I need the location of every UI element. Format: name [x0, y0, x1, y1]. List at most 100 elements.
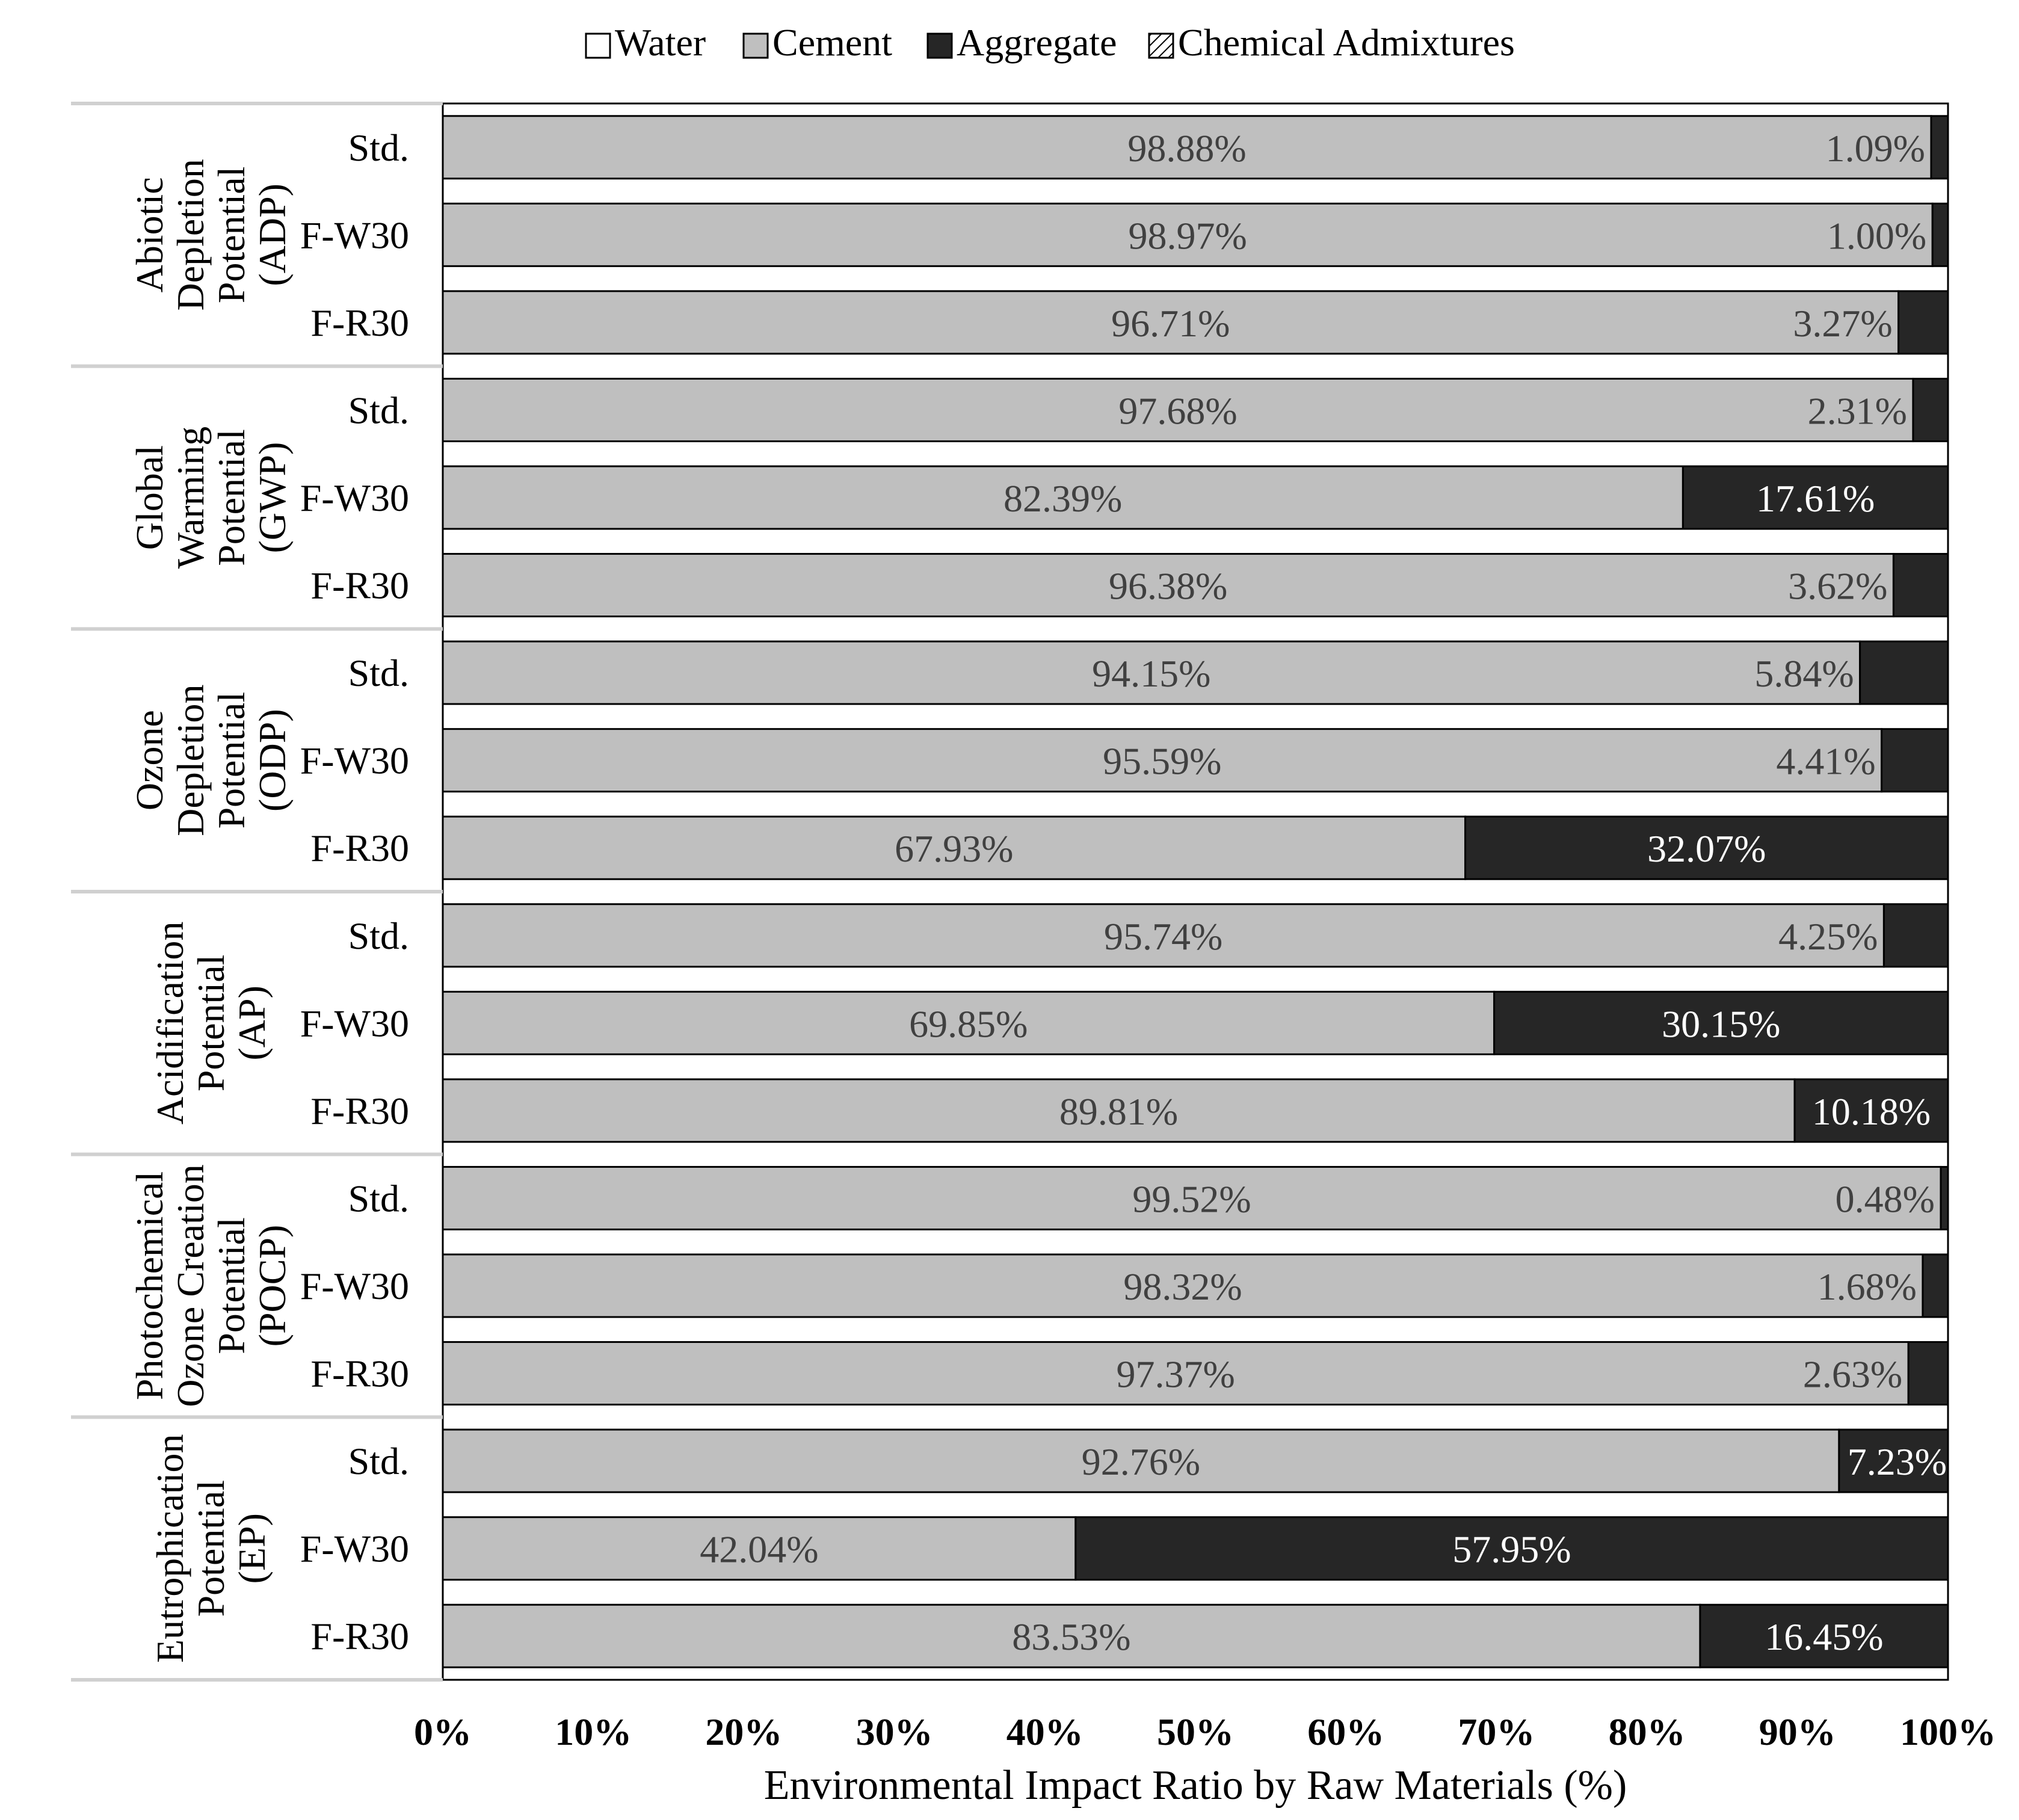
bar-aggregate — [1907, 1341, 1949, 1406]
group-label-line: (EP) — [230, 1513, 273, 1584]
group-label: PhotochemicalOzone CreationPotential(POC… — [128, 1164, 294, 1407]
group-label-line: Warming — [169, 427, 212, 569]
bar-cement — [442, 1428, 1840, 1493]
data-label-aggregate: 2.31% — [1808, 389, 1907, 432]
row-label: Std. — [348, 1440, 409, 1482]
x-tick-label: 0% — [414, 1710, 472, 1753]
legend-label: Chemical Admixtures — [1178, 21, 1515, 64]
row-label: F-R30 — [310, 827, 409, 869]
bar-aggregate — [1930, 115, 1949, 180]
x-tick-label: 10% — [555, 1710, 632, 1753]
row-label: F-W30 — [300, 214, 409, 256]
row-label: F-W30 — [300, 1002, 409, 1044]
group-label: AcidificationPotential(AP) — [149, 922, 273, 1125]
data-label-cement: 98.32% — [1123, 1265, 1242, 1308]
group-label-line: (AP) — [230, 986, 273, 1060]
data-label-aggregate: 57.95% — [1452, 1528, 1571, 1571]
data-label-aggregate: 17.61% — [1756, 477, 1875, 520]
row-label: F-W30 — [300, 1265, 409, 1307]
group-label-line: Abiotic — [128, 177, 171, 292]
row-label: F-R30 — [310, 1353, 409, 1395]
group-label-line: (GWP) — [251, 442, 294, 554]
data-label-cement: 92.76% — [1082, 1440, 1200, 1483]
bar-cement — [442, 202, 1934, 267]
bar-aggregate — [1793, 1078, 1949, 1143]
group-label-line: Potential — [190, 955, 232, 1092]
legend-swatch-cement — [742, 32, 769, 59]
group-label-line: Depletion — [169, 159, 212, 310]
legend-swatch-water — [585, 32, 611, 59]
row-label: F-R30 — [310, 564, 409, 607]
data-label-cement: 97.37% — [1116, 1353, 1235, 1396]
group-label-line: (ADP) — [251, 184, 294, 286]
bar-aggregate — [1922, 1253, 1949, 1318]
x-tick-label: 70% — [1458, 1710, 1535, 1753]
data-label-aggregate: 10.18% — [1812, 1090, 1931, 1133]
data-label-aggregate: 0.48% — [1836, 1177, 1935, 1220]
data-label-cement: 82.39% — [1003, 477, 1122, 520]
bar-aggregate — [1859, 640, 1949, 705]
data-label-aggregate: 7.23% — [1848, 1440, 1947, 1483]
bar-aggregate — [1881, 728, 1949, 793]
data-label-aggregate: 1.00% — [1827, 214, 1926, 257]
group-label: EutrophicationPotential(EP) — [149, 1434, 273, 1662]
data-label-aggregate: 4.25% — [1778, 915, 1878, 958]
data-label-cement: 83.53% — [1012, 1615, 1130, 1658]
group-label-line: (ODP) — [251, 709, 294, 812]
row-label: Std. — [348, 389, 409, 431]
bar-cement — [442, 815, 1467, 880]
x-axis-title: Environmental Impact Ratio by Raw Materi… — [764, 1762, 1627, 1809]
data-label-cement: 67.93% — [895, 827, 1013, 870]
group-label-line: Ozone — [128, 710, 171, 810]
group-label: OzoneDepletionPotential(ODP) — [128, 684, 294, 836]
group-label-line: Potential — [210, 1217, 253, 1354]
bar-cement — [442, 990, 1496, 1055]
bar-cement — [442, 1253, 1924, 1318]
data-label-cement: 95.59% — [1103, 740, 1221, 783]
data-label-cement: 95.74% — [1104, 915, 1222, 958]
data-label-cement: 89.81% — [1059, 1090, 1178, 1133]
bar-cement — [442, 640, 1861, 705]
data-label-cement: 96.71% — [1111, 302, 1230, 345]
x-tick-label: 30% — [856, 1710, 933, 1753]
group-label-line: Ozone Creation — [169, 1164, 212, 1407]
bar-cement — [442, 1078, 1796, 1143]
row-label: F-W30 — [300, 739, 409, 782]
bar-aggregate — [1912, 377, 1949, 442]
bar-aggregate — [1464, 815, 1949, 880]
bar-cement — [442, 465, 1684, 530]
bar-cement — [442, 1165, 1942, 1230]
legend-swatch-aggregate — [926, 32, 953, 59]
legend: Water Cement Aggregate Chemical Admixtures — [585, 21, 1515, 64]
data-label-cement: 69.85% — [909, 1002, 1028, 1045]
data-label-aggregate: 1.68% — [1817, 1265, 1917, 1308]
x-axis: 0% 10% 20% 30% 40% 50% 60% 70% 80% 90% 100% Environ… — [414, 1710, 1996, 1809]
x-tick-label: 60% — [1307, 1710, 1384, 1753]
group-label-line: Potential — [210, 429, 253, 566]
bar-cement — [442, 115, 1932, 180]
bar-cement — [442, 1516, 1077, 1581]
legend-swatch-chemical-admixtures — [1148, 32, 1174, 59]
bar-cement — [442, 903, 1885, 968]
group-label-line: Potential — [210, 692, 253, 829]
row-label: F-W30 — [300, 477, 409, 519]
bar-cement — [442, 728, 1883, 793]
row-label: F-R30 — [310, 301, 409, 344]
category-labels: AbioticDepletionPotential(ADP)Std.F-W30F… — [71, 102, 443, 1682]
row-label: Std. — [348, 126, 409, 169]
bar-aggregate — [1882, 903, 1949, 968]
group-label: AbioticDepletionPotential(ADP) — [128, 159, 294, 310]
row-label: F-W30 — [300, 1528, 409, 1570]
x-tick-label: 40% — [1006, 1710, 1083, 1753]
group-label-line: Acidification — [149, 922, 191, 1125]
bar-aggregate — [1681, 465, 1949, 530]
data-label-aggregate: 32.07% — [1647, 827, 1766, 870]
x-tick-label: 80% — [1609, 1710, 1686, 1753]
row-label: Std. — [348, 915, 409, 957]
group-label-line: Potential — [190, 1480, 232, 1617]
bar-cement — [442, 377, 1914, 442]
group-label-line: Global — [128, 445, 171, 550]
data-label-aggregate: 4.41% — [1776, 740, 1875, 783]
